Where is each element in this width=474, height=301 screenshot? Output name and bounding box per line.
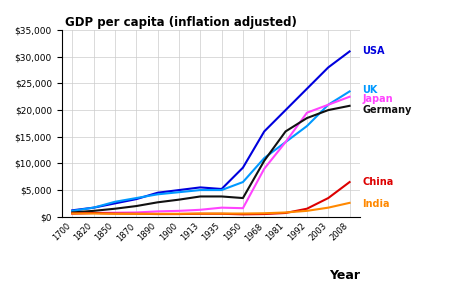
Text: USA: USA (362, 46, 385, 56)
Text: India: India (362, 200, 390, 209)
Text: China: China (362, 177, 393, 187)
Text: Year: Year (329, 269, 360, 282)
Text: UK: UK (362, 85, 378, 95)
Text: GDP per capita (inflation adjusted): GDP per capita (inflation adjusted) (64, 16, 296, 29)
Text: Japan: Japan (362, 95, 393, 104)
Text: Germany: Germany (362, 105, 412, 115)
